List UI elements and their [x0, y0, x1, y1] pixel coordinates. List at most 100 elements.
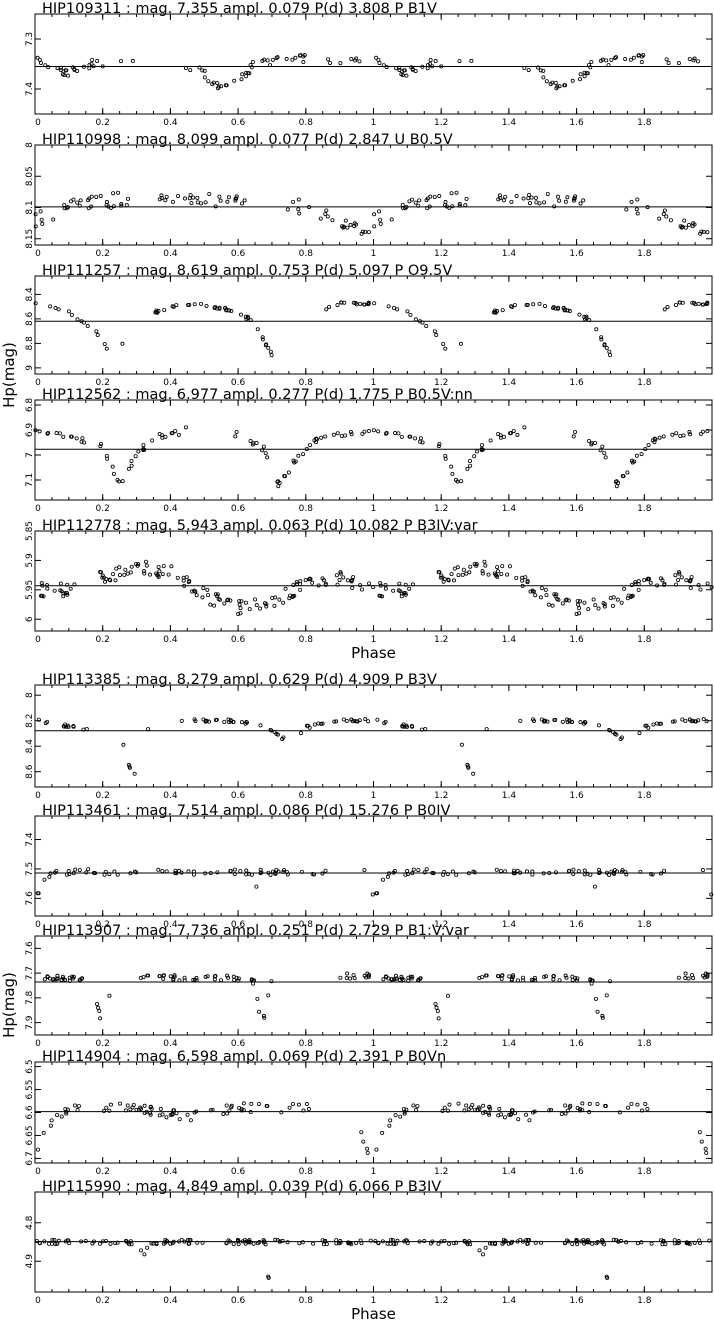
data-point — [447, 205, 452, 210]
data-point — [479, 443, 484, 448]
x-tick-label: 1.2 — [434, 791, 448, 801]
data-point — [128, 871, 133, 876]
data-point — [541, 871, 546, 876]
data-point — [629, 199, 634, 204]
data-point — [343, 218, 348, 223]
data-point — [395, 1238, 400, 1243]
data-point — [480, 975, 485, 980]
data-point — [233, 434, 238, 439]
data-point — [259, 870, 264, 875]
y-tick-label: 8 — [25, 142, 35, 148]
data-point — [649, 1241, 654, 1246]
data-point — [709, 892, 714, 897]
y-tick-label: 6.8 — [25, 398, 35, 413]
data-point — [441, 341, 446, 346]
data-point — [614, 55, 619, 60]
data-point — [205, 593, 210, 598]
data-point — [264, 604, 269, 609]
data-point — [639, 1240, 644, 1245]
data-point — [58, 65, 63, 70]
data-point — [61, 594, 66, 599]
data-point — [580, 1101, 585, 1106]
data-point — [254, 603, 259, 608]
data-point — [578, 720, 583, 725]
data-point — [609, 869, 614, 874]
data-point — [383, 583, 388, 588]
data-point — [468, 1242, 473, 1247]
data-point — [33, 428, 38, 433]
data-point — [449, 572, 454, 577]
data-point — [100, 575, 105, 580]
data-point — [67, 1241, 72, 1246]
data-point — [183, 66, 188, 71]
data-point — [432, 329, 437, 334]
data-point — [581, 198, 586, 203]
data-point — [664, 214, 669, 219]
x-tick-label: 1.8 — [637, 635, 652, 645]
data-point — [203, 974, 208, 979]
x-tick-label: 1.8 — [637, 791, 652, 801]
data-point — [636, 587, 641, 592]
data-point — [414, 1108, 419, 1113]
y-tick-label: 5.85 — [25, 521, 35, 541]
phase-axis-label: Phase — [351, 644, 396, 662]
data-point — [63, 590, 68, 595]
data-point — [567, 309, 572, 314]
data-point — [436, 569, 441, 574]
x-tick-label: 0.8 — [299, 378, 314, 388]
data-point — [291, 582, 296, 587]
data-point — [505, 572, 510, 577]
data-point — [71, 724, 76, 729]
data-point — [273, 871, 278, 876]
panel-frame — [34, 530, 713, 632]
data-point — [168, 974, 173, 979]
data-point — [396, 588, 401, 593]
data-point — [107, 993, 112, 998]
data-point — [116, 479, 121, 484]
data-point — [225, 199, 230, 204]
data-point — [554, 86, 559, 91]
data-point — [371, 428, 376, 433]
y-tick-label: 8 — [25, 692, 35, 698]
data-point — [297, 1241, 302, 1246]
data-point — [269, 353, 274, 358]
data-point — [47, 1241, 52, 1246]
data-point — [418, 436, 423, 441]
data-point — [402, 1111, 407, 1116]
data-point — [403, 582, 408, 587]
data-point — [186, 1241, 191, 1246]
data-point — [602, 602, 607, 607]
data-point — [651, 722, 656, 727]
data-point — [363, 229, 368, 234]
data-point — [699, 1139, 704, 1144]
data-point — [639, 60, 644, 65]
data-point — [515, 978, 520, 983]
data-point — [239, 1108, 244, 1113]
data-point — [171, 978, 176, 983]
data-point — [170, 430, 175, 435]
data-point — [563, 1103, 568, 1108]
data-point — [678, 433, 683, 438]
data-point — [459, 479, 464, 484]
data-point — [232, 867, 237, 872]
data-point — [557, 84, 562, 89]
data-point — [168, 1112, 173, 1117]
data-point — [251, 1241, 256, 1246]
data-point — [66, 869, 71, 874]
x-tick-label: 0.6 — [231, 791, 246, 801]
data-point — [78, 198, 83, 203]
data-point — [36, 717, 41, 722]
data-point — [374, 1147, 379, 1152]
data-point — [537, 201, 542, 206]
data-point — [518, 870, 523, 875]
data-point — [260, 448, 265, 453]
data-point — [112, 869, 117, 874]
data-point — [513, 1111, 518, 1116]
data-point — [518, 718, 523, 723]
data-point — [319, 721, 324, 726]
data-point — [428, 57, 433, 62]
data-point — [238, 869, 243, 874]
data-point — [600, 57, 605, 62]
data-point — [103, 579, 108, 584]
data-point — [197, 65, 202, 70]
